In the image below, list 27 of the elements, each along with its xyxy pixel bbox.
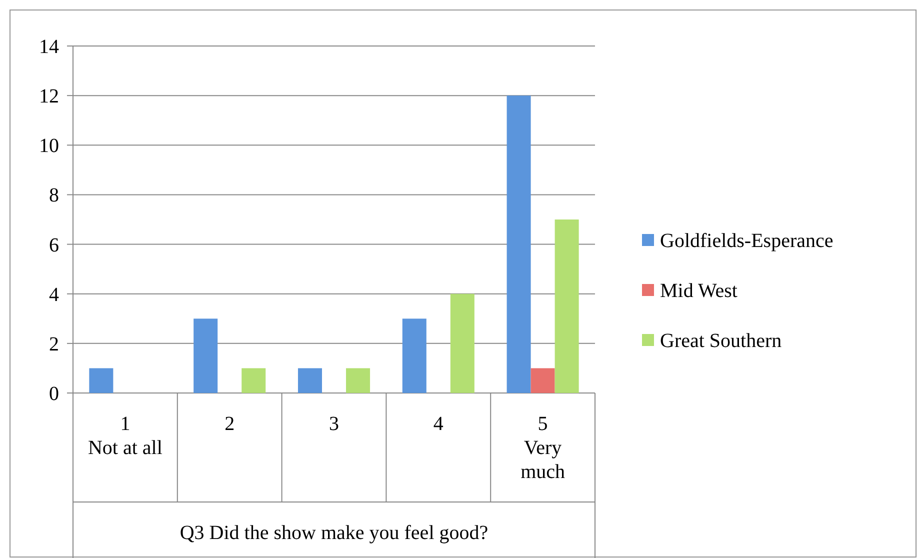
bar xyxy=(450,294,474,393)
legend-label: Mid West xyxy=(660,280,738,302)
bar xyxy=(554,220,579,393)
bar xyxy=(506,96,531,393)
y-tick-label: 12 xyxy=(39,86,59,108)
y-tick-label: 6 xyxy=(49,234,59,256)
y-tick-label: 10 xyxy=(39,135,59,158)
bar xyxy=(298,368,322,393)
bar xyxy=(242,368,266,393)
x-axis-title: Q3 Did the show make you feel good? xyxy=(180,522,488,544)
bar xyxy=(402,318,426,393)
x-tick-label: 4 xyxy=(433,413,444,435)
legend-label: Great Southern xyxy=(660,330,782,352)
y-tick-label: 4 xyxy=(49,284,59,306)
y-tick-label: 2 xyxy=(49,333,59,356)
y-tick-label: 14 xyxy=(39,36,59,58)
x-tick-label: 5 Very much xyxy=(520,413,566,483)
legend-label: Goldfields-Esperance xyxy=(660,230,834,252)
y-tick-label: 0 xyxy=(49,383,59,405)
bar xyxy=(89,368,114,393)
bar xyxy=(530,368,555,393)
bar xyxy=(346,368,370,393)
y-tick-label: 8 xyxy=(49,184,59,207)
x-tick-label: 2 xyxy=(224,413,235,435)
bar xyxy=(194,318,218,393)
x-tick-label: 1 Not at all xyxy=(88,413,163,459)
x-tick-label: 3 xyxy=(329,413,339,435)
